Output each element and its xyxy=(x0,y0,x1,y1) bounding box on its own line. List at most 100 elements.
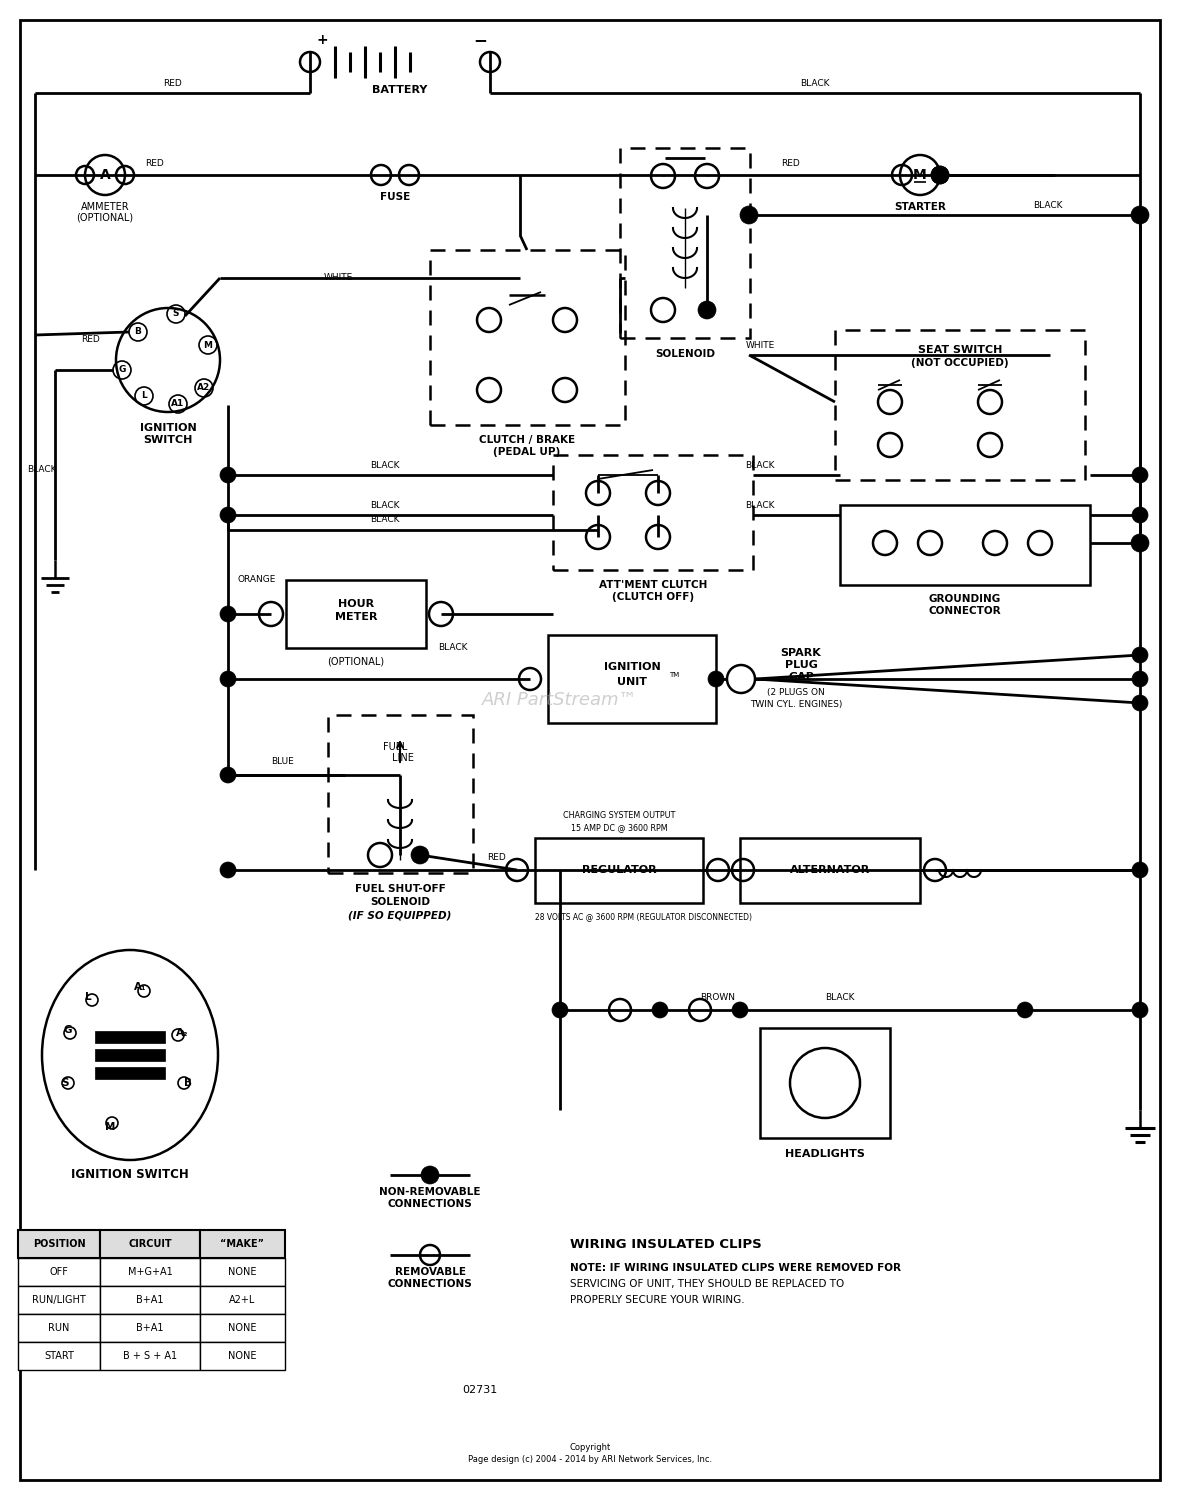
Text: METER: METER xyxy=(335,612,378,621)
Text: REMOVABLE: REMOVABLE xyxy=(394,1267,465,1277)
Text: (OPTIONAL): (OPTIONAL) xyxy=(327,657,385,666)
Text: +: + xyxy=(316,33,328,47)
Circle shape xyxy=(1132,1003,1148,1018)
Circle shape xyxy=(411,847,430,865)
Circle shape xyxy=(1130,534,1149,552)
Text: SOLENOID: SOLENOID xyxy=(371,898,430,907)
Text: BLACK: BLACK xyxy=(371,515,400,524)
Bar xyxy=(18,1286,100,1313)
Bar xyxy=(199,1286,286,1313)
Text: (2 PLUGS ON: (2 PLUGS ON xyxy=(767,689,825,698)
Text: PLUG: PLUG xyxy=(785,660,818,669)
Circle shape xyxy=(1130,206,1149,224)
Text: M: M xyxy=(105,1123,116,1132)
Text: NONE: NONE xyxy=(228,1267,256,1277)
Text: BLACK: BLACK xyxy=(438,644,467,653)
Text: RED: RED xyxy=(145,159,164,168)
Circle shape xyxy=(699,302,716,320)
Text: NOTE: IF WIRING INSULATED CLIPS WERE REMOVED FOR: NOTE: IF WIRING INSULATED CLIPS WERE REM… xyxy=(570,1262,902,1273)
Text: AMMETER: AMMETER xyxy=(80,203,130,212)
Bar xyxy=(535,838,703,904)
Bar xyxy=(199,1313,286,1342)
Text: GROUNDING: GROUNDING xyxy=(929,594,1001,603)
Circle shape xyxy=(1132,467,1148,483)
Bar xyxy=(100,1313,199,1342)
Circle shape xyxy=(219,767,236,784)
Text: CONNECTIONS: CONNECTIONS xyxy=(387,1199,472,1208)
Text: M+G+A1: M+G+A1 xyxy=(127,1267,172,1277)
Text: SOLENOID: SOLENOID xyxy=(655,350,715,359)
Text: G: G xyxy=(118,366,126,375)
Circle shape xyxy=(219,507,236,522)
Text: A₁: A₁ xyxy=(133,982,146,992)
Text: A2+L: A2+L xyxy=(229,1295,255,1304)
Text: REGULATOR: REGULATOR xyxy=(582,865,656,875)
Bar xyxy=(96,1067,165,1079)
Text: CLUTCH / BRAKE: CLUTCH / BRAKE xyxy=(479,435,575,444)
Text: Page design (c) 2004 - 2014 by ARI Network Services, Inc.: Page design (c) 2004 - 2014 by ARI Netwo… xyxy=(468,1456,712,1465)
Text: FUSE: FUSE xyxy=(380,192,411,203)
Circle shape xyxy=(552,1003,568,1018)
Bar xyxy=(96,1031,165,1043)
Text: NONE: NONE xyxy=(228,1322,256,1333)
Text: OFF: OFF xyxy=(50,1267,68,1277)
Text: HEADLIGHTS: HEADLIGHTS xyxy=(785,1148,865,1159)
Bar xyxy=(835,330,1084,480)
Bar xyxy=(96,1049,165,1061)
Text: BLACK: BLACK xyxy=(27,465,57,474)
Bar xyxy=(18,1342,100,1370)
Bar xyxy=(199,1342,286,1370)
Text: −: − xyxy=(473,32,487,50)
Circle shape xyxy=(732,1003,748,1018)
Text: RED: RED xyxy=(781,159,799,168)
Text: (CLUTCH OFF): (CLUTCH OFF) xyxy=(612,591,694,602)
Text: 15 AMP DC @ 3600 RPM: 15 AMP DC @ 3600 RPM xyxy=(571,824,668,833)
Bar xyxy=(430,251,625,425)
Text: POSITION: POSITION xyxy=(33,1238,85,1249)
Text: RUN/LIGHT: RUN/LIGHT xyxy=(32,1295,86,1304)
Bar xyxy=(740,838,920,904)
Text: 28 VOLTS AC @ 3600 RPM (REGULATOR DISCONNECTED): 28 VOLTS AC @ 3600 RPM (REGULATOR DISCON… xyxy=(535,913,752,922)
Circle shape xyxy=(1132,695,1148,711)
Text: FUEL: FUEL xyxy=(382,741,407,752)
Text: SERVICING OF UNIT, THEY SHOULD BE REPLACED TO: SERVICING OF UNIT, THEY SHOULD BE REPLAC… xyxy=(570,1279,844,1289)
Bar xyxy=(18,1258,100,1286)
Text: HOUR: HOUR xyxy=(337,599,374,609)
Text: SEAT SWITCH: SEAT SWITCH xyxy=(918,345,1002,356)
Bar xyxy=(18,1229,100,1258)
Circle shape xyxy=(1132,647,1148,663)
Text: A2: A2 xyxy=(197,383,210,392)
Text: M: M xyxy=(203,341,212,350)
Bar xyxy=(100,1229,199,1258)
Text: BLACK: BLACK xyxy=(746,461,775,470)
Text: B: B xyxy=(135,327,142,336)
Bar xyxy=(548,635,716,723)
Text: ALTERNATOR: ALTERNATOR xyxy=(789,865,870,875)
Bar xyxy=(328,714,473,874)
Text: BATTERY: BATTERY xyxy=(373,86,427,95)
Bar xyxy=(100,1258,199,1286)
Circle shape xyxy=(653,1003,668,1018)
Text: BLACK: BLACK xyxy=(800,78,830,87)
Text: Copyright: Copyright xyxy=(570,1444,610,1453)
Text: STARTER: STARTER xyxy=(894,203,946,212)
Circle shape xyxy=(219,606,236,621)
Circle shape xyxy=(1132,862,1148,878)
Bar xyxy=(199,1258,286,1286)
Circle shape xyxy=(221,769,235,782)
Text: WIRING INSULATED CLIPS: WIRING INSULATED CLIPS xyxy=(570,1238,762,1252)
Circle shape xyxy=(219,862,236,878)
Text: RUN: RUN xyxy=(48,1322,70,1333)
Text: IGNITION SWITCH: IGNITION SWITCH xyxy=(71,1168,189,1181)
Text: (OPTIONAL): (OPTIONAL) xyxy=(77,213,133,224)
Bar xyxy=(760,1028,890,1138)
Text: LINE: LINE xyxy=(392,754,414,763)
Circle shape xyxy=(1132,671,1148,687)
Text: BLACK: BLACK xyxy=(371,500,400,509)
Circle shape xyxy=(931,167,949,185)
Text: SWITCH: SWITCH xyxy=(143,435,192,444)
Text: PROPERLY SECURE YOUR WIRING.: PROPERLY SECURE YOUR WIRING. xyxy=(570,1295,745,1304)
Circle shape xyxy=(421,1166,439,1184)
Text: A: A xyxy=(99,168,111,182)
Text: BLUE: BLUE xyxy=(270,758,294,767)
